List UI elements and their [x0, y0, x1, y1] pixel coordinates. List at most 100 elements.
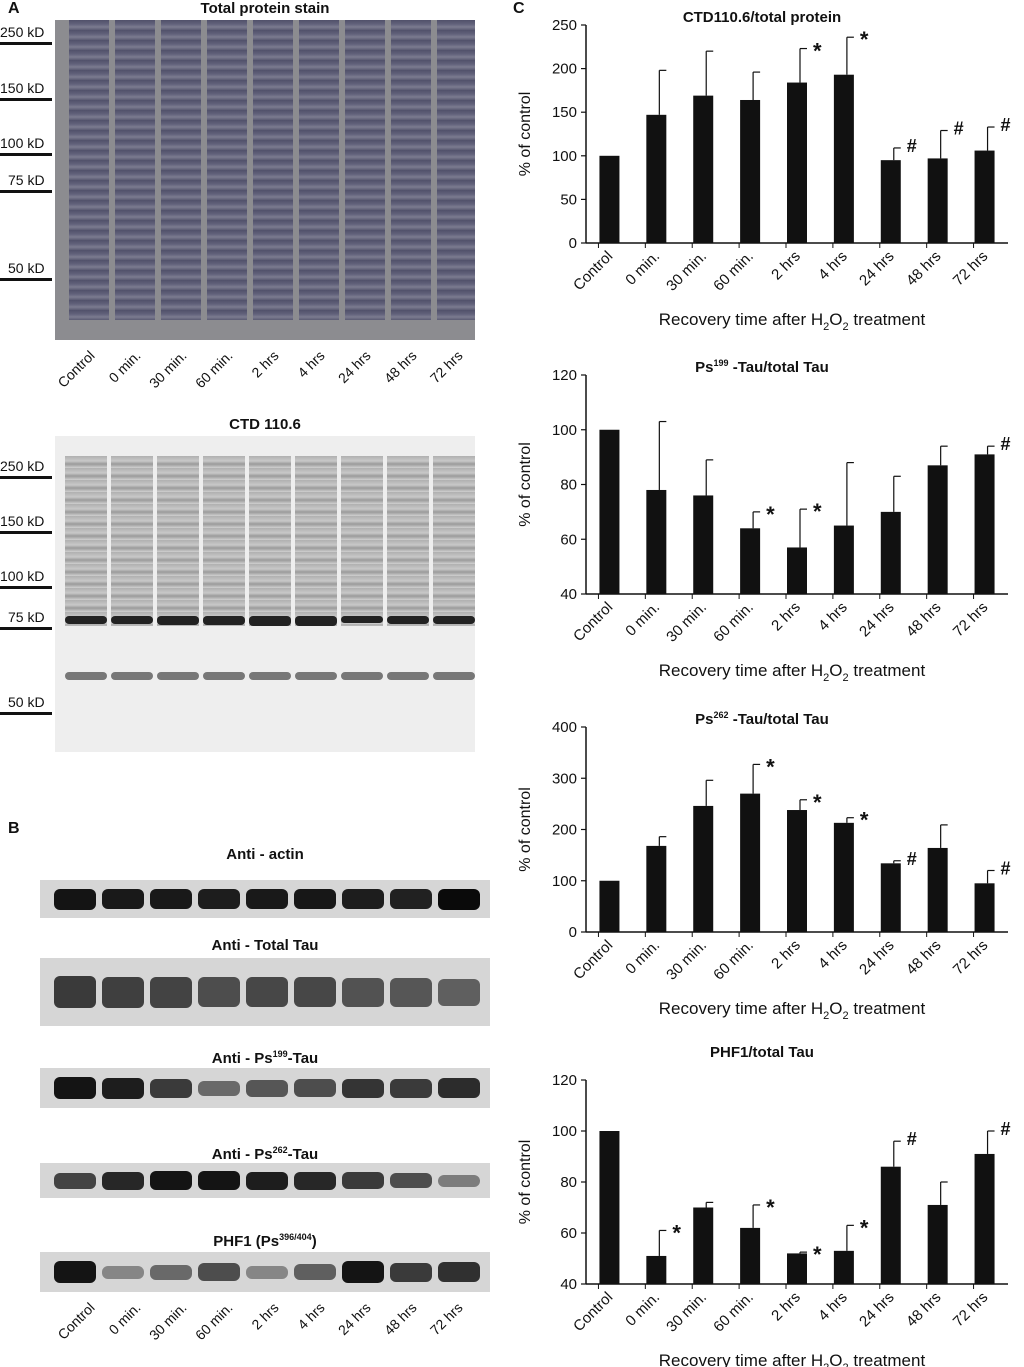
total-protein-title: Total protein stain [200, 0, 330, 17]
x-tick-label: 30 min. [663, 1289, 710, 1336]
x-tick-label: 24 hrs [856, 248, 898, 290]
strip-band [294, 889, 336, 909]
x-label-sub: 2 [823, 1362, 829, 1367]
x-tick-label: 60 min. [710, 1289, 757, 1336]
significance-star: * [766, 502, 775, 527]
bar [693, 805, 714, 932]
significance-star: * [860, 1215, 869, 1240]
bar [833, 525, 854, 594]
chart-title: PHF1/total Tau [710, 1044, 814, 1061]
strip-band [342, 1079, 384, 1098]
x-tick-label: Control [570, 248, 616, 294]
strip-band [438, 889, 480, 910]
bar [880, 511, 901, 594]
x-tick-label: 60 min. [710, 599, 757, 646]
strip-band [294, 1172, 336, 1190]
bar [974, 1153, 995, 1284]
gel-lane [437, 20, 475, 320]
strip-band [390, 1263, 432, 1282]
bar [880, 1166, 901, 1284]
strip-band [102, 1172, 144, 1190]
significance-star: * [813, 39, 822, 64]
significance-star: * [813, 1242, 822, 1267]
y-tick-label: 200 [552, 822, 577, 839]
chart-2: Ps199 -Tau/total Tau 40 60 80 100 120 % of con… [517, 358, 1011, 684]
x-label-sub: 2 [843, 1010, 849, 1022]
x-label-sub: 2 [843, 672, 849, 684]
bar [646, 489, 667, 594]
x-tick-label: 72 hrs [950, 248, 992, 290]
bar [974, 454, 995, 594]
bar [974, 150, 995, 243]
gel-lane [387, 456, 429, 626]
x-tick-label: 2 hrs [768, 937, 804, 973]
y-tick-label: 40 [560, 586, 577, 603]
x-label-part: Recovery time after H [659, 310, 823, 329]
y-tick-label: 60 [560, 1225, 577, 1242]
bar [880, 160, 901, 243]
gel-band-60kd [387, 672, 429, 680]
strip-band [102, 977, 144, 1008]
y-tick-label: 80 [560, 1174, 577, 1191]
strip-band [54, 976, 96, 1008]
strip-band [438, 1175, 480, 1187]
x-label-part: Recovery time after H [659, 1351, 823, 1367]
bar [787, 810, 807, 932]
ps262-tau-strip [40, 1163, 490, 1198]
y-tick-label: 40 [560, 1276, 577, 1293]
actin-title: Anti - actin [226, 846, 304, 863]
marker-line [0, 278, 52, 281]
bar [646, 845, 667, 932]
strip-band [102, 1078, 144, 1099]
phf1-title: PHF1 (Ps396/404) [213, 1232, 317, 1250]
ctd-gel [55, 436, 475, 752]
x-tick-label: 60 min. [710, 937, 757, 984]
strip-band [390, 978, 432, 1007]
y-tick-label: 120 [552, 367, 577, 384]
strip-band [150, 1171, 192, 1190]
gel-lane [345, 20, 385, 320]
gel-band-75kd [433, 616, 475, 624]
gel-lane [111, 456, 153, 626]
significance-star: * [813, 499, 822, 524]
chart-title: Ps199 -Tau/total Tau [695, 358, 829, 376]
y-tick-label: 0 [569, 924, 577, 941]
strip-band [150, 1265, 192, 1280]
x-tick-label: 48 hrs [903, 599, 945, 641]
gel-band-60kd [249, 672, 291, 680]
gel-band-60kd [157, 672, 199, 680]
chart-title-part: Ps [695, 359, 713, 376]
x-label-sub: 2 [823, 1010, 829, 1022]
strip-band [294, 1079, 336, 1097]
marker-75-label: 75 kD [8, 609, 45, 625]
significance-hash: # [1001, 115, 1011, 135]
gel-lane [69, 20, 109, 320]
bar [974, 883, 995, 932]
y-tick-label: 300 [552, 770, 577, 787]
marker-50-label: 50 kD [8, 260, 45, 276]
x-axis-label: Recovery time after H2O2 treatment [659, 1351, 926, 1367]
gel-band-75kd [387, 616, 429, 624]
x-label-part: Recovery time after H [659, 999, 823, 1018]
x-label-part: treatment [849, 1351, 926, 1367]
strip-band [246, 1080, 288, 1097]
gel-band-75kd [295, 616, 337, 626]
marker-line [0, 42, 52, 45]
strip-band [150, 1079, 192, 1098]
gel-lane [115, 20, 155, 320]
y-axis-label: % of control [517, 787, 534, 871]
chart-4: PHF1/total Tau 40 60 80 100 120 % of control Co… [517, 1044, 1011, 1367]
x-tick-label: 24 hrs [856, 937, 898, 979]
x-tick-label: 72 hrs [950, 937, 992, 979]
x-tick-label: 4 hrs [815, 937, 851, 973]
total-protein-gel [55, 20, 475, 340]
gel-band-60kd [203, 672, 245, 680]
strip-band [294, 977, 336, 1007]
gel-band-75kd [203, 616, 245, 625]
gel-lane [157, 456, 199, 626]
marker-line [0, 476, 52, 479]
strip-band [342, 1172, 384, 1189]
x-axis-label: Recovery time after H2O2 treatment [659, 310, 926, 333]
x-tick-label: 4 hrs [815, 248, 851, 284]
bar [646, 1255, 667, 1284]
